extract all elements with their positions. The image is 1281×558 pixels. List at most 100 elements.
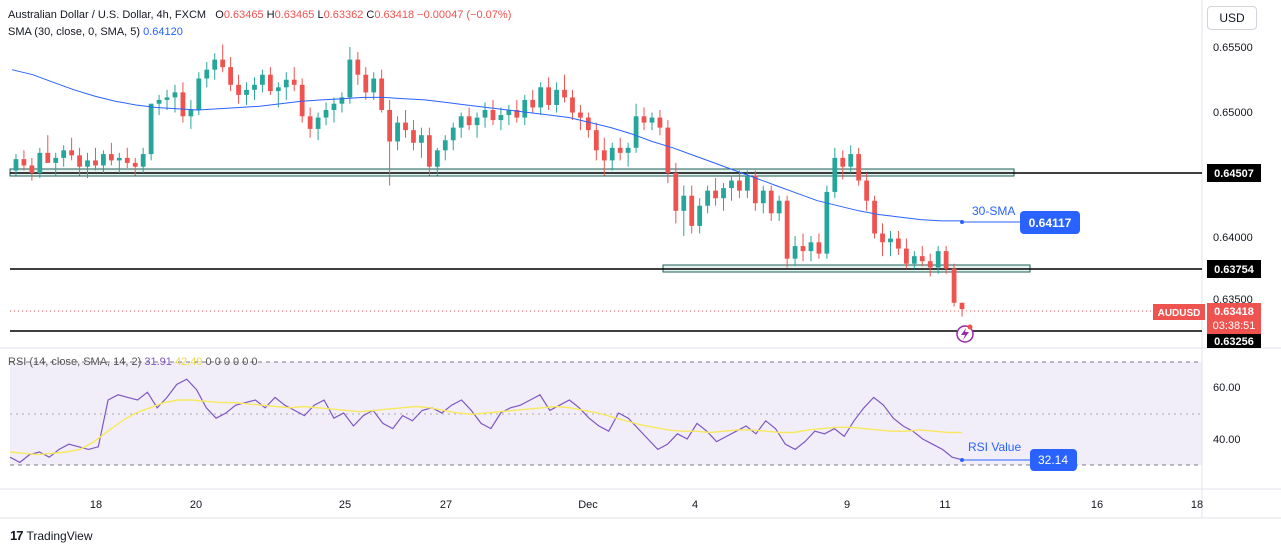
level-label-bg-3	[1207, 334, 1261, 348]
candle	[856, 147, 862, 186]
ohlc-c-label: C	[366, 9, 375, 21]
sma-annotation-value: 0.64117	[1029, 216, 1072, 230]
candle	[13, 154, 19, 176]
candle-body	[37, 152, 43, 173]
level-label-2: 0.63754	[1214, 264, 1255, 276]
candle-body	[482, 110, 488, 118]
candle	[888, 230, 893, 257]
candle	[824, 185, 830, 259]
candle-body	[776, 200, 782, 214]
candle	[522, 94, 528, 126]
level-label-bg-2	[1207, 260, 1261, 278]
candle	[101, 150, 106, 173]
candle	[562, 74, 567, 103]
candle	[554, 82, 559, 113]
candle-body	[744, 175, 750, 191]
candle-body	[593, 130, 599, 151]
candle-body	[339, 97, 345, 104]
tradingview-logo[interactable]: 17 TradingView	[10, 528, 93, 543]
candle	[37, 147, 43, 179]
candle	[800, 233, 806, 262]
candle	[919, 246, 925, 267]
candle	[498, 107, 504, 131]
candle	[482, 102, 488, 128]
candle	[959, 302, 965, 317]
candle	[212, 53, 218, 80]
sma-legend-text: SMA (30, close, 0, SMA, 5)	[8, 26, 141, 38]
candle-body	[466, 116, 472, 126]
level-label-3: 0.63256	[1214, 336, 1254, 348]
level-label-bg-1	[1207, 164, 1261, 182]
currency-button[interactable]: USD	[1207, 6, 1257, 30]
sma-annotation-label: 30-SMA	[972, 204, 1015, 218]
candle	[260, 69, 265, 93]
candle-body	[53, 157, 59, 163]
ohlc-l-value: 0.63362	[323, 9, 364, 21]
candle	[729, 175, 734, 201]
last-price-bg	[1207, 303, 1261, 334]
candle-body	[562, 89, 567, 98]
time-tick: 4	[692, 499, 698, 511]
candle-body	[108, 154, 114, 161]
candle	[617, 137, 623, 161]
candle-body	[315, 117, 321, 129]
candle-body	[283, 79, 289, 88]
candle-body	[697, 205, 703, 226]
candle-body	[856, 154, 862, 181]
rsi-layer	[9, 378, 963, 464]
candle-body	[61, 150, 67, 158]
candle	[124, 147, 130, 168]
candle	[951, 263, 957, 307]
candle-body	[411, 130, 416, 143]
candle-body	[681, 195, 687, 211]
sma-annotation-badge[interactable]	[1020, 211, 1080, 234]
candle	[474, 112, 480, 138]
candle-body	[760, 190, 766, 204]
candle	[896, 230, 901, 255]
candle-body	[355, 59, 361, 75]
rsi-annotation-badge[interactable]	[1030, 449, 1077, 471]
time-tick: 11	[939, 499, 950, 511]
tradingview-logo-text: TradingView	[26, 528, 93, 543]
candle	[935, 246, 941, 274]
time-tick: 25	[339, 499, 351, 511]
candle	[419, 127, 424, 158]
candle	[299, 78, 305, 123]
symbol-label: AUDUSD	[1158, 308, 1201, 319]
candle	[546, 77, 552, 110]
candle	[395, 116, 400, 151]
candle	[832, 147, 838, 199]
candle	[752, 170, 758, 211]
candle-body	[689, 195, 695, 226]
candle	[737, 170, 742, 199]
candle	[570, 89, 575, 121]
candle	[411, 120, 416, 151]
candle	[371, 72, 377, 100]
time-tick: 18	[90, 499, 102, 511]
candle	[379, 69, 385, 113]
candle-body	[260, 74, 265, 85]
candle	[466, 107, 472, 131]
candle-body	[196, 78, 202, 110]
symbol-legend[interactable]: Australian Dollar / U.S. Dollar, 4h, FXC…	[8, 9, 511, 21]
candle	[657, 110, 663, 136]
candle	[784, 195, 790, 268]
candle-body	[331, 103, 337, 110]
candle-body	[419, 135, 424, 143]
rsi-ma-line	[9, 399, 962, 456]
candle	[816, 233, 822, 259]
candle-body	[124, 157, 130, 163]
candle-body	[371, 78, 377, 93]
rsi-ma-legend-value: 42.49	[174, 356, 203, 368]
candle	[45, 135, 51, 163]
candle-body	[307, 116, 313, 129]
rsi-legend[interactable]: RSI (14, close, SMA, 14, 2) 31.91 42.49 …	[8, 356, 258, 368]
sma-30-line	[11, 69, 962, 222]
candle-body	[784, 200, 790, 259]
candle-body	[299, 84, 305, 117]
sma-legend[interactable]: SMA (30, close, 0, SMA, 5) 0.64120	[8, 26, 183, 38]
candle-body	[267, 74, 273, 92]
candle-body	[45, 152, 51, 163]
